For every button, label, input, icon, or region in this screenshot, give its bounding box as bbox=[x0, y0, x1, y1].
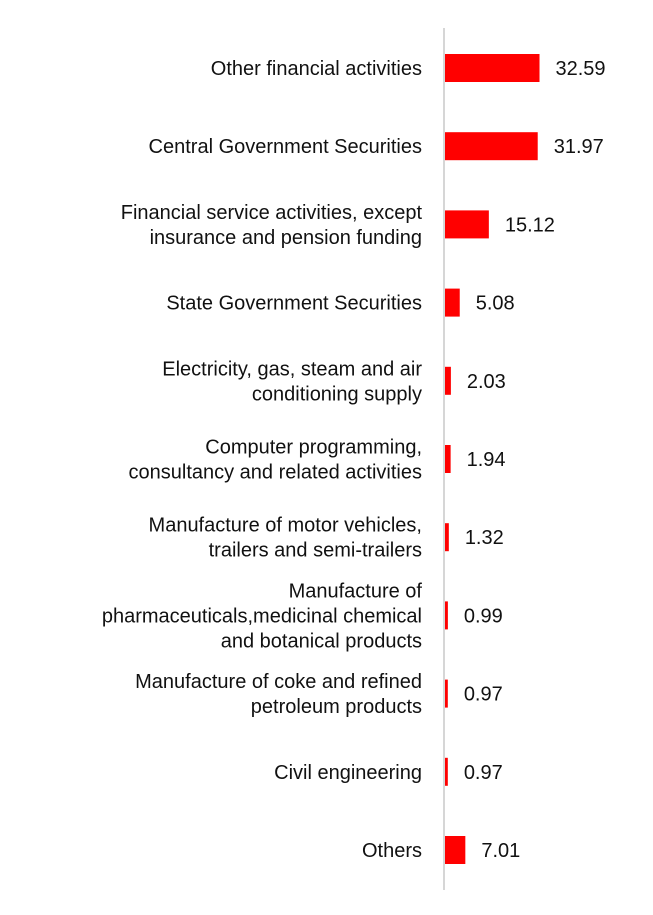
bar bbox=[445, 836, 466, 864]
bar bbox=[445, 210, 489, 239]
category-label-line: trailers and semi-trailers bbox=[209, 540, 422, 562]
category-label: Electricity, gas, steam and air condition… bbox=[162, 358, 422, 405]
category-label-line: Computer programming, bbox=[205, 437, 422, 459]
bar bbox=[445, 366, 451, 395]
category-label-line: pharmaceuticals,medicinal chemical bbox=[102, 605, 422, 627]
category-label-line: Other financial activities bbox=[211, 58, 422, 80]
bar bbox=[445, 523, 449, 552]
data-label: 7.01 bbox=[481, 840, 520, 862]
category-label: Computer programming, consultancy and rel… bbox=[129, 437, 423, 484]
category-label-line: Others bbox=[362, 840, 422, 862]
category-label: Financial service activities, except insu… bbox=[121, 202, 423, 249]
bar bbox=[445, 679, 448, 708]
category-label-line: and botanical products bbox=[221, 630, 422, 652]
bar bbox=[445, 288, 460, 317]
category-label: Manufacture of motor vehicles, trailers a… bbox=[149, 515, 422, 562]
category-label: Central Government Securities bbox=[149, 136, 422, 158]
category-labels-group: Other financial activities Central Govern… bbox=[102, 58, 423, 862]
value-labels-group: 32.59 31.97 15.12 5.08 2.03 1.94 1.32 0.99 0.97 0… bbox=[464, 58, 606, 862]
data-label: 1.94 bbox=[467, 449, 506, 471]
category-label-line: petroleum products bbox=[251, 696, 422, 718]
bar bbox=[445, 54, 540, 82]
category-label-line: Civil engineering bbox=[274, 762, 422, 784]
category-label-line: Central Government Securities bbox=[149, 136, 422, 158]
category-label-line: State Government Securities bbox=[166, 293, 422, 315]
category-label-line: conditioning supply bbox=[252, 383, 422, 405]
category-label: Others bbox=[362, 840, 422, 862]
category-label-line: consultancy and related activities bbox=[129, 462, 423, 484]
data-label: 0.97 bbox=[464, 762, 503, 784]
bars-group bbox=[445, 54, 540, 864]
bar bbox=[445, 445, 451, 473]
category-label-line: insurance and pension funding bbox=[150, 227, 422, 249]
category-label-line: Financial service activities, except bbox=[121, 202, 423, 224]
category-label-line: Manufacture of coke and refined bbox=[135, 671, 422, 693]
category-label-line: Manufacture of bbox=[289, 580, 423, 602]
data-label: 5.08 bbox=[476, 293, 515, 315]
bar bbox=[445, 757, 448, 786]
data-label: 1.32 bbox=[465, 527, 504, 549]
data-label: 2.03 bbox=[467, 371, 506, 393]
bar bbox=[445, 601, 448, 630]
data-label: 0.99 bbox=[464, 605, 503, 627]
category-label: Manufacture of pharmaceuticals,medicinal … bbox=[102, 580, 423, 652]
bar bbox=[445, 132, 538, 161]
data-label: 31.97 bbox=[554, 136, 604, 158]
category-label: State Government Securities bbox=[166, 293, 422, 315]
category-label: Manufacture of coke and refined petroleum… bbox=[135, 671, 422, 718]
category-label-line: Manufacture of motor vehicles, bbox=[149, 515, 422, 537]
data-label: 15.12 bbox=[505, 214, 555, 236]
category-label: Civil engineering bbox=[274, 762, 422, 784]
data-label: 32.59 bbox=[556, 58, 606, 80]
data-label: 0.97 bbox=[464, 684, 503, 706]
category-label: Other financial activities bbox=[211, 58, 422, 80]
category-label-line: Electricity, gas, steam and air bbox=[162, 358, 422, 380]
